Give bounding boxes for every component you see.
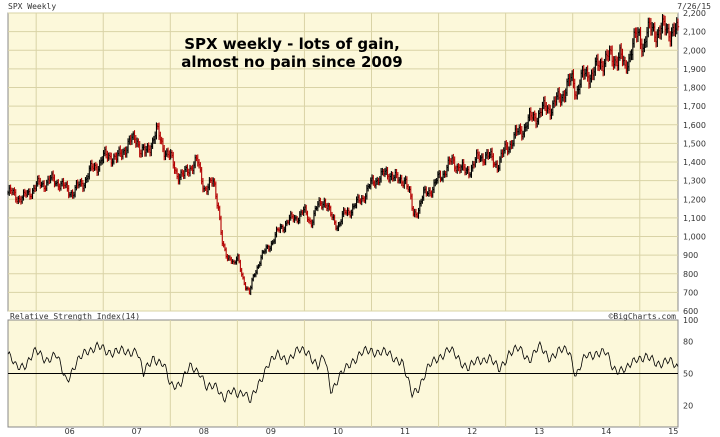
- x-tick-label: 06: [65, 427, 75, 436]
- price-tick-label: 1,200: [683, 195, 706, 204]
- price-tick-label: 1,000: [683, 233, 706, 242]
- price-tick-label: 1,500: [683, 139, 706, 148]
- rsi-tick-label: 20: [683, 402, 693, 411]
- x-tick-label: 14: [601, 427, 611, 436]
- annotation-line-2: almost no pain since 2009: [181, 53, 402, 71]
- price-tick-label: 1,600: [683, 121, 706, 130]
- price-tick-label: 600: [683, 307, 698, 316]
- x-tick-label: 10: [333, 427, 343, 436]
- x-tick-label: 13: [534, 427, 544, 436]
- rsi-tick-label: 50: [683, 370, 693, 379]
- price-tick-label: 1,700: [683, 102, 706, 111]
- price-tick-label: 1,100: [683, 214, 706, 223]
- price-tick-label: 2,200: [683, 9, 706, 18]
- price-tick-label: 900: [683, 251, 698, 260]
- price-tick-label: 2,100: [683, 28, 706, 37]
- price-tick-label: 2,000: [683, 46, 706, 55]
- price-tick-label: 1,400: [683, 158, 706, 167]
- rsi-tick-label: 100: [683, 316, 698, 325]
- x-tick-label: 15: [668, 427, 678, 436]
- price-tick-label: 1,300: [683, 177, 706, 186]
- price-tick-label: 1,800: [683, 84, 706, 93]
- x-tick-label: 08: [199, 427, 209, 436]
- rsi-line: [7, 340, 679, 403]
- x-tick-label: 12: [467, 427, 477, 436]
- rsi-title: Relative Strength Index(14): [10, 312, 140, 321]
- price-tick-label: 700: [683, 288, 698, 297]
- chart-date: 7/26/15: [677, 2, 711, 11]
- annotation-line-1: SPX weekly - lots of gain,: [184, 35, 400, 53]
- x-tick-label: 07: [132, 427, 142, 436]
- credit-text: ©BigCharts.com: [609, 312, 677, 321]
- x-tick-label: 11: [400, 427, 410, 436]
- price-tick-label: 1,900: [683, 65, 706, 74]
- chart-title: SPX Weekly: [8, 2, 56, 11]
- price-tick-label: 800: [683, 270, 698, 279]
- x-tick-label: 09: [266, 427, 276, 436]
- rsi-tick-label: 80: [683, 337, 693, 346]
